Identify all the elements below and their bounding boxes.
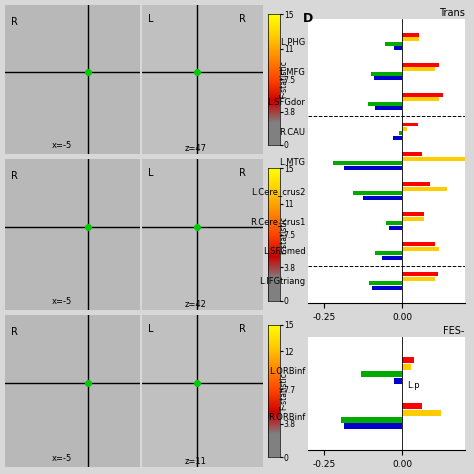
- Text: F-statistic: F-statistic: [279, 216, 288, 254]
- Bar: [344, 166, 402, 170]
- Text: R: R: [11, 171, 18, 181]
- Bar: [390, 226, 402, 230]
- Bar: [402, 410, 441, 416]
- Bar: [333, 162, 402, 165]
- Bar: [399, 131, 402, 136]
- Bar: [402, 37, 419, 41]
- Bar: [402, 92, 443, 97]
- Bar: [374, 76, 402, 80]
- Bar: [402, 187, 447, 191]
- Text: FES-: FES-: [443, 326, 465, 336]
- Bar: [341, 417, 402, 423]
- Text: z=11: z=11: [184, 457, 206, 466]
- Bar: [372, 286, 402, 290]
- Bar: [402, 357, 414, 364]
- Text: z=47: z=47: [184, 144, 207, 153]
- Bar: [394, 46, 402, 50]
- Bar: [402, 127, 407, 131]
- Bar: [402, 212, 424, 216]
- Text: L: L: [148, 168, 154, 178]
- Text: D: D: [303, 12, 314, 25]
- Bar: [402, 67, 435, 71]
- Text: L.p: L.p: [407, 381, 419, 390]
- Bar: [354, 191, 402, 195]
- Bar: [402, 153, 422, 156]
- Bar: [402, 272, 438, 276]
- Bar: [402, 403, 422, 409]
- Bar: [402, 242, 435, 246]
- Bar: [361, 371, 402, 377]
- Bar: [402, 63, 439, 66]
- Bar: [402, 277, 435, 281]
- Text: R: R: [239, 324, 246, 334]
- Bar: [394, 378, 402, 384]
- Bar: [367, 101, 402, 106]
- Bar: [375, 106, 402, 110]
- Text: Trans: Trans: [438, 8, 465, 18]
- Bar: [402, 33, 419, 36]
- Bar: [402, 157, 465, 161]
- Bar: [402, 247, 439, 251]
- Text: L: L: [148, 14, 154, 24]
- Bar: [402, 217, 424, 221]
- Bar: [402, 122, 418, 127]
- Text: F-statistic: F-statistic: [279, 61, 288, 98]
- Text: x=-5: x=-5: [52, 297, 72, 306]
- Bar: [386, 221, 402, 225]
- Bar: [402, 364, 411, 370]
- Text: x=-5: x=-5: [52, 141, 72, 150]
- Text: R: R: [239, 14, 246, 24]
- Bar: [385, 42, 402, 46]
- Bar: [375, 251, 402, 255]
- Bar: [402, 97, 439, 101]
- Text: x=-5: x=-5: [52, 454, 72, 463]
- Text: R: R: [11, 328, 18, 337]
- Bar: [402, 182, 430, 186]
- Text: R: R: [11, 17, 18, 27]
- Text: F-statistic: F-statistic: [279, 372, 288, 410]
- Bar: [369, 281, 402, 285]
- Text: R: R: [239, 168, 246, 178]
- Bar: [344, 423, 402, 429]
- Bar: [371, 72, 402, 75]
- Bar: [382, 256, 402, 260]
- Bar: [392, 136, 402, 140]
- Text: L: L: [148, 324, 154, 334]
- Text: z=42: z=42: [184, 301, 206, 310]
- Bar: [363, 196, 402, 200]
